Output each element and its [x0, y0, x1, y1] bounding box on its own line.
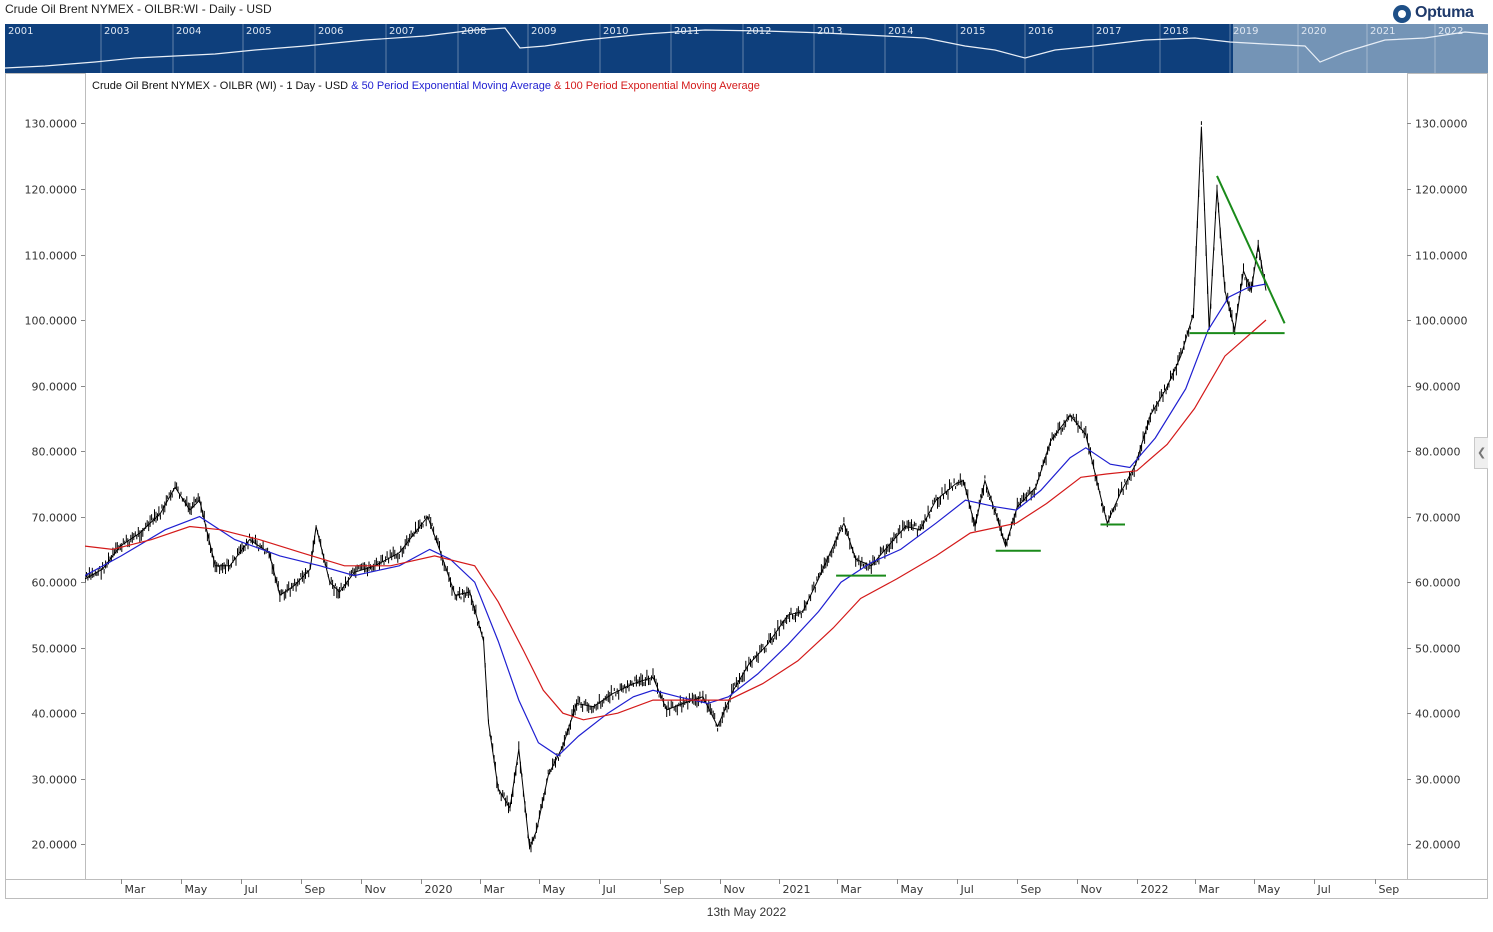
overview-year-label: 2007 — [389, 26, 414, 37]
x-tick-label: Jul — [244, 883, 258, 896]
x-tick-label: Jul — [602, 883, 616, 896]
x-tick-label: Sep — [664, 883, 685, 896]
y-tick-label-left: 110.0000 — [25, 250, 78, 263]
series-layer — [85, 121, 1267, 853]
x-tick-label: 2022 — [1141, 883, 1169, 896]
overview-year-label: 2004 — [176, 26, 201, 37]
legend-ema50: & 50 Period Exponential Moving Average — [351, 80, 551, 92]
overview-year-label: 2013 — [817, 26, 842, 37]
y-tick-label-left: 80.0000 — [32, 446, 78, 459]
overview-year-label: 2015 — [960, 26, 985, 37]
y-tick-label-left: 120.0000 — [25, 184, 78, 197]
overview-price-trace — [5, 27, 1488, 69]
optuma-logo-text: Optuma — [1415, 4, 1474, 21]
overview-navigator[interactable]: 2001 2003 2004 2005 2006 2007 2008 2009 2010 2011… — [5, 24, 1488, 73]
y-tick-label-left: 90.0000 — [32, 381, 78, 394]
optuma-logo: Optuma — [1393, 3, 1485, 25]
overview-year-label: 2016 — [1028, 26, 1053, 37]
y-tick-label-right: 60.0000 — [1415, 577, 1461, 590]
y-tick-label-right: 130.0000 — [1415, 118, 1468, 131]
x-tick-label: Jul — [960, 883, 974, 896]
y-tick-label-right: 90.0000 — [1415, 381, 1461, 394]
y-tick-label-left: 30.0000 — [32, 774, 78, 787]
triangle-upper-trendline — [1216, 175, 1286, 324]
y-tick-label-right: 80.0000 — [1415, 446, 1461, 459]
y-tick-label-right: 20.0000 — [1415, 839, 1461, 852]
x-tick-label: Sep — [1379, 883, 1400, 896]
overview-year-label: 2009 — [531, 26, 556, 37]
overview-year-label: 2005 — [246, 26, 271, 37]
x-tick-label: May — [543, 883, 566, 896]
window-title: Crude Oil Brent NYMEX - OILBR:WI - Daily… — [5, 2, 272, 16]
x-tick-label: Sep — [1021, 883, 1042, 896]
y-tick-label-left: 20.0000 — [32, 839, 78, 852]
overview-year-label: 2018 — [1163, 26, 1188, 37]
x-tick-label: Mar — [841, 883, 862, 896]
overview-visible-range — [1233, 24, 1488, 73]
y-tick-label-right: 30.0000 — [1415, 774, 1461, 787]
overview-year-label: 2006 — [318, 26, 343, 37]
x-tick-label: May — [901, 883, 924, 896]
ema100-series-line — [85, 319, 1267, 721]
chevron-left-icon: ❮ — [1477, 447, 1487, 459]
overview-year-label: 2001 — [8, 26, 33, 37]
y-tick-label-left: 50.0000 — [32, 643, 78, 656]
x-tick-label: May — [1258, 883, 1281, 896]
y-tick-label-right: 100.0000 — [1415, 315, 1468, 328]
overview-year-label: 2012 — [746, 26, 771, 37]
overview-year-label: 2010 — [603, 26, 628, 37]
legend-ema100: & 100 Period Exponential Moving Average — [554, 80, 760, 92]
plot-area — [85, 73, 1407, 879]
overview-year-label: 2021 — [1370, 26, 1395, 37]
chart-legend: Crude Oil Brent NYMEX - OILBR (WI) - 1 D… — [92, 80, 760, 92]
y-tick-label-right: 50.0000 — [1415, 643, 1461, 656]
x-tick-label: May — [185, 883, 208, 896]
side-panel-toggle[interactable]: ❮ — [1474, 437, 1488, 469]
x-tick-label: Mar — [125, 883, 146, 896]
x-tick-label: Nov — [365, 883, 387, 896]
x-tick-label: 2021 — [783, 883, 811, 896]
overview-year-label: 2003 — [104, 26, 129, 37]
legend-main-series: Crude Oil Brent NYMEX - OILBR (WI) - 1 D… — [92, 80, 349, 92]
y-tick-label-right: 40.0000 — [1415, 708, 1461, 721]
x-tick-label: Nov — [724, 883, 746, 896]
y-tick-label-left: 130.0000 — [25, 118, 78, 131]
y-tick-label-left: 60.0000 — [32, 577, 78, 590]
overview-year-label: 2017 — [1096, 26, 1121, 37]
y-tick-label-right: 120.0000 — [1415, 184, 1468, 197]
overview-year-label: 2019 — [1233, 26, 1258, 37]
price-chart[interactable]: 20.0000 20.0000 30.0000 30.0000 40.0000 40.00… — [5, 73, 1488, 899]
optuma-logo-icon — [1393, 5, 1411, 23]
x-tick-label: Nov — [1081, 883, 1103, 896]
price-series-line — [85, 126, 1267, 848]
x-tick-label: Sep — [305, 883, 326, 896]
x-tick-label: 2020 — [425, 883, 453, 896]
overview-year-label: 2020 — [1301, 26, 1326, 37]
overview-year-label: 2022 — [1438, 26, 1463, 37]
x-tick-label: Mar — [1199, 883, 1220, 896]
x-tick-label: Mar — [484, 883, 505, 896]
y-tick-label-left: 40.0000 — [32, 708, 78, 721]
y-tick-label-left: 100.0000 — [25, 315, 78, 328]
overview-year-label: 2008 — [461, 26, 486, 37]
x-tick-label: Jul — [1317, 883, 1331, 896]
cursor-date-label: 13th May 2022 — [706, 905, 787, 919]
y-tick-label-left: 70.0000 — [32, 512, 78, 525]
y-tick-label-right: 110.0000 — [1415, 250, 1468, 263]
y-tick-label-right: 70.0000 — [1415, 512, 1461, 525]
overview-year-label: 2014 — [888, 26, 913, 37]
